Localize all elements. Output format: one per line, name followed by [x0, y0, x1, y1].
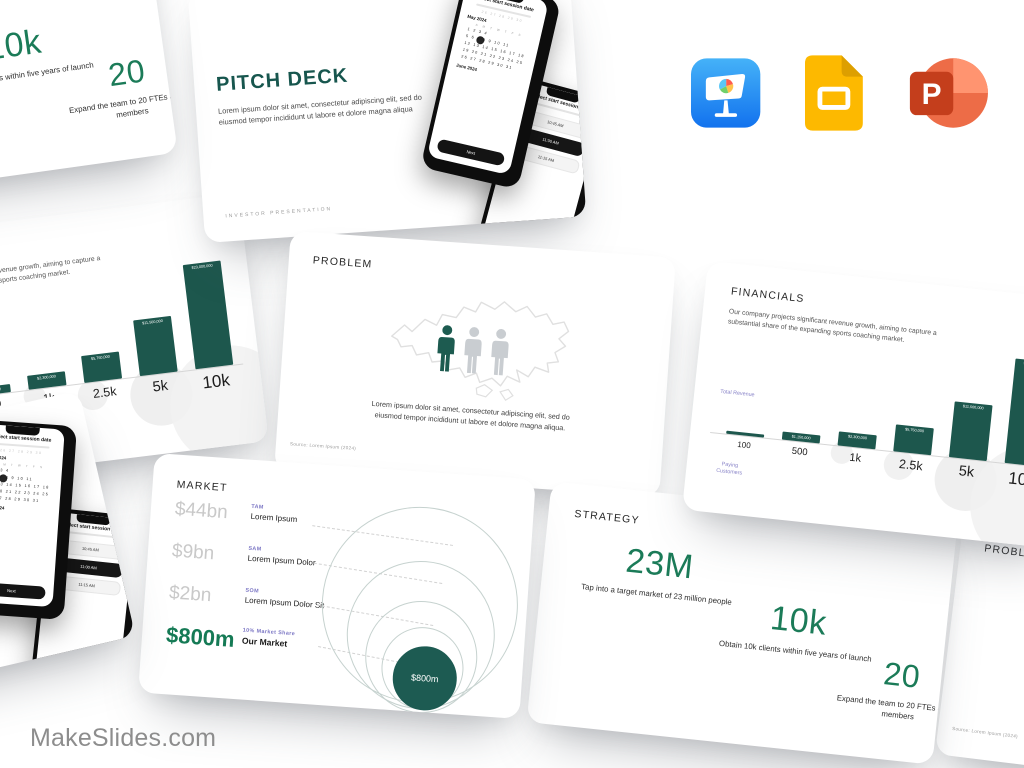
slide-title: STRATEGY [573, 507, 641, 527]
market-row: $2bn SOM Lorem Ipsum Dolor Sit [168, 582, 325, 615]
chart-bar: $11,500,000 [948, 401, 993, 462]
chart-x-axis-label: Paying Customers [715, 461, 743, 477]
stat-block: 20 Expand the team to 20 FTEs & Staff me… [825, 650, 957, 729]
keynote-icon[interactable] [690, 56, 761, 130]
market-value-highlight: $800m [165, 622, 236, 652]
map-outline [391, 301, 570, 402]
slide-pitch-deck[interactable]: PITCH DECK Lorem ipsum dolor sit amet, c… [187, 0, 587, 244]
chart-y-axis-label: Total Revenue [719, 388, 755, 399]
market-row: $9bn SAM Lorem Ipsum Dolor [171, 540, 316, 572]
person-icon-highlight [437, 325, 455, 372]
calendar-grid: 1 2 3 4 5 6 7 8 9 10 11 12 13 14 15 16 1… [0, 467, 50, 503]
person-icon [491, 329, 509, 376]
market-row: $800m 10% Market Share Our Market [165, 622, 295, 657]
chart-tick: 500 [791, 445, 809, 459]
brand-logo[interactable]: MakeSlides.com [30, 724, 217, 752]
slide-title: PROBLEM [983, 542, 1024, 562]
chart-tick: 100 [736, 439, 752, 451]
market-value: $9bn [171, 540, 215, 565]
slide-strategy-partial[interactable]: STRATEGY 23M Tap into a target market of… [0, 0, 178, 210]
stat-block: 23M Tap into a target market of 23 milli… [576, 537, 741, 609]
market-label: Our Market [241, 635, 288, 649]
market-value: $44bn [174, 498, 229, 524]
market-value: $2bn [168, 582, 213, 607]
chart-bar: $1,150,000 [0, 384, 11, 397]
slide-title: PITCH DECK [215, 64, 349, 96]
market-label: Lorem Ipsum [250, 511, 298, 525]
powerpoint-icon[interactable]: P [907, 51, 990, 135]
chart-bar: $2,300,000 [27, 371, 67, 390]
source-note: Source: Lorem Ipsum (2024) [289, 441, 357, 451]
next-button[interactable]: Next [0, 581, 46, 600]
slide-body-text: Our company projects significant revenue… [0, 255, 101, 298]
slide-problem[interactable]: PROBLEM Lorem ipsum dolor sit amet, cons… [274, 230, 676, 498]
slide-body-text: Our company projects significant revenue… [727, 308, 938, 344]
available-formats: P [690, 48, 990, 138]
slide-financials[interactable]: FINANCIALS Our company projects signific… [681, 260, 1024, 550]
people-icons [433, 323, 512, 380]
google-slides-icon[interactable] [805, 54, 864, 132]
chart-bar: $11,500,000 [133, 315, 178, 377]
chart-bar: $23,000,000 [1004, 358, 1024, 467]
svg-text:P: P [922, 78, 942, 111]
phone-mockup-date: Select start session date 26 27 28 29 30… [0, 419, 78, 620]
person-icon [464, 327, 482, 374]
chart-tick: 1k [848, 451, 862, 465]
source-note: Source: Lorem Ipsum (2024) [951, 725, 1019, 739]
slide-body-text: Lorem ipsum dolor sit amet, consectetur … [217, 92, 423, 128]
chart-bar: $23,000,000 [182, 260, 234, 370]
chart-bar: $5,750,000 [81, 351, 123, 383]
slide-title: FINANCIALS [730, 285, 806, 306]
chart-bar: $5,750,000 [893, 424, 934, 456]
slide-title: MARKET [176, 478, 228, 495]
next-button[interactable]: Next [436, 138, 506, 167]
slide-footer: INVESTOR PRESENTATION [225, 206, 333, 220]
market-row: $44bn TAM Lorem Ipsum [174, 499, 298, 530]
slide-title: PROBLEM [312, 254, 373, 271]
slide-market[interactable]: MARKET $44bn TAM Lorem Ipsum $9bn SAM Lo… [138, 452, 536, 720]
